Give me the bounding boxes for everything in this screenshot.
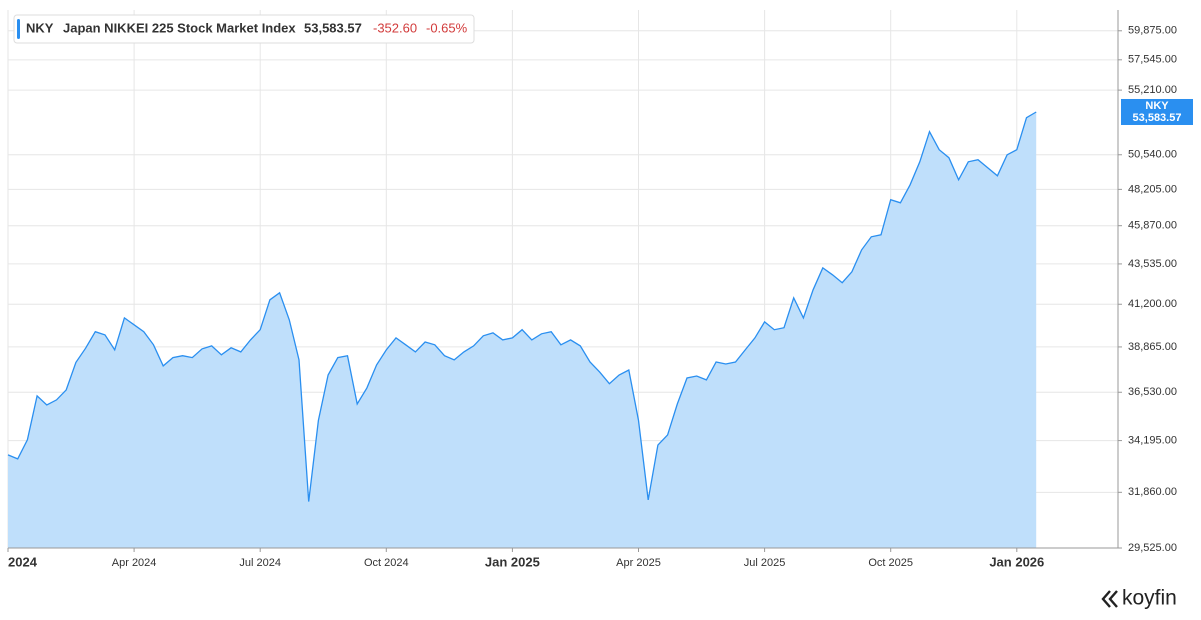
line [7,111,1037,502]
x-tick-label: Apr 2025 [616,557,661,569]
y-tick-label: 29,525.00 [1128,542,1177,554]
x-tick-label: Jul 2024 [239,557,281,569]
x-tick-label: Apr 2024 [112,557,157,569]
x-tick-label: Jul 2025 [744,557,786,569]
legend-symbol: NKY [26,20,54,35]
y-tick-label: 31,860.00 [1128,486,1177,498]
plot [7,111,1037,548]
legend-box [13,14,475,44]
y-tick-label: 57,545.00 [1128,54,1177,66]
axes: 29,525.00 31,860.00 34,195.00 36,530.00 38,8… [7,25,1177,569]
y-tick-label: 41,200.00 [1128,298,1177,310]
tag-name: NKY [1145,100,1169,112]
legend-title: Japan NIKKEI 225 Stock Market Index [63,20,296,35]
x-tick-label: Jan 2025 [485,554,540,569]
y-tick-label: 48,205.00 [1128,183,1177,195]
y-tick-label: 36,530.00 [1128,386,1177,398]
tag-value: 53,583.57 [1133,112,1182,124]
y-tick-label: 43,535.00 [1128,258,1177,270]
y-tick-label: 55,210.00 [1128,84,1177,96]
y-tick-label: 59,875.00 [1128,25,1177,37]
legend-swatch [17,19,20,39]
brand-logo: koyfin [1101,587,1177,610]
x-tick-label: Oct 2024 [364,557,409,569]
x-tick-label: Jan 2026 [989,554,1044,569]
legend-change: -352.60 [373,20,417,35]
x-tick-label: Oct 2025 [868,557,913,569]
legend-change-pct: -0.65% [426,20,468,35]
y-tick-label: 34,195.00 [1128,434,1177,446]
y-tick-label: 50,540.00 [1128,149,1177,161]
logo-text: koyfin [1122,587,1177,610]
tag-box [1121,98,1193,125]
legend-price: 53,583.57 [304,20,362,35]
x-tick-label: 2024 [8,554,38,569]
y-tick-label: 38,865.00 [1128,341,1177,353]
y-tick-label: 45,870.00 [1128,220,1177,232]
logo-icon [1101,590,1118,608]
